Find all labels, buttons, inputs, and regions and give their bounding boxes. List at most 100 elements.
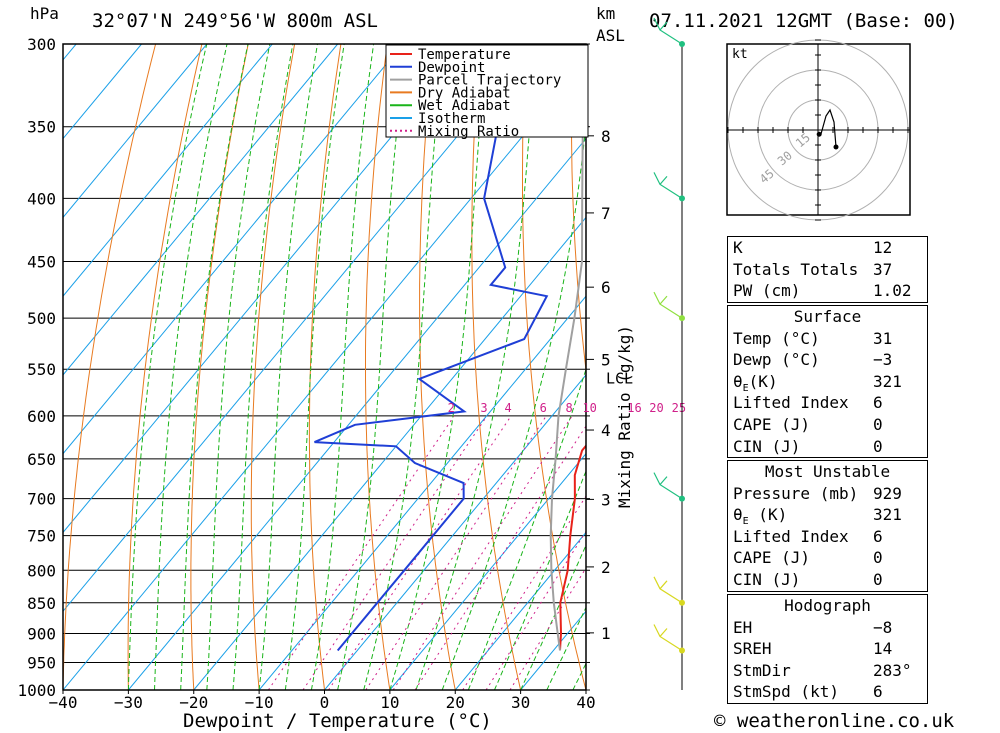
pw-value: 1.02 <box>873 281 912 301</box>
dry-adiabat-line <box>308 44 342 690</box>
wet-adiabat-line <box>363 44 445 690</box>
wind-barb <box>653 624 683 651</box>
isotherm-line <box>324 374 586 690</box>
pressure-tick-label: 850 <box>27 594 56 613</box>
k-index-label: K <box>733 238 743 257</box>
stmspd-row: StmSpd (kt) 6 <box>728 681 927 703</box>
km-tick-label: 7 <box>601 204 611 223</box>
mixing-ratio-line <box>509 567 586 690</box>
pressure-tick-label: 800 <box>27 561 56 580</box>
mixing-ratio-label: 10 <box>582 401 596 415</box>
wet-adiabat-line <box>180 44 249 690</box>
mixing-ratio-label: 2 <box>448 401 455 415</box>
pressure-tick-label: 450 <box>27 253 56 272</box>
hodograph-end-dot <box>833 144 839 150</box>
pressure-tick-label: 400 <box>27 189 56 208</box>
isotherm-line <box>454 531 586 690</box>
mu-pressure-label: Pressure (mb) <box>733 483 859 503</box>
parcel-trajectory <box>549 44 584 651</box>
mu-lifted-label: Lifted Index <box>733 526 849 546</box>
surface-cin-value: 0 <box>873 436 883 456</box>
surface-theta-label: θE(K) <box>733 371 778 394</box>
eh-row: EH −8 <box>728 617 927 639</box>
surface-theta-row: θE(K) 321 <box>728 371 927 394</box>
mu-lifted-value: 6 <box>873 526 883 546</box>
wet-adiabat-line <box>441 118 586 690</box>
km-tick-label: 6 <box>601 278 611 297</box>
pressure-tick-label: 700 <box>27 490 56 509</box>
mixing-ratio-line <box>414 425 586 690</box>
wet-adiabat-line <box>232 44 294 690</box>
legend-entry: Parcel Trajectory <box>418 73 561 89</box>
surface-theta-value: 321 <box>873 371 902 391</box>
mu-cape-label: CAPE (J) <box>733 548 811 568</box>
k-index-value: 12 <box>873 238 893 257</box>
surface-temp-row: Temp (°C) 31 <box>728 328 927 350</box>
mixing-ratio-label: 16 <box>627 401 641 415</box>
pressure-tick-label: 1000 <box>17 681 56 700</box>
wet-adiabat-line <box>546 606 586 690</box>
sreh-value: 14 <box>873 639 893 659</box>
isotherm-line <box>63 59 586 690</box>
legend-entry: Mixing Ratio <box>418 124 519 140</box>
wet-adiabat-line <box>154 44 228 690</box>
pressure-tick-label: 950 <box>27 653 56 672</box>
stmspd-value: 6 <box>873 682 883 702</box>
wind-profile <box>653 17 685 690</box>
mixing-ratio-line <box>392 415 573 690</box>
dry-adiabat-line <box>419 44 456 690</box>
wet-adiabat-line <box>206 44 271 690</box>
location-title: 32°07'N 249°56'W 800m ASL <box>92 10 378 32</box>
stmspd-label: StmSpd (kt) <box>733 682 839 702</box>
totals-row: Totals Totals 37 <box>728 259 927 281</box>
mixing-ratio-line <box>267 415 455 690</box>
legend-entry: Dewpoint <box>418 60 485 76</box>
isotherm-line <box>63 44 404 455</box>
temperature-profile <box>559 444 586 651</box>
dry-adiabat-line <box>190 44 249 690</box>
mu-theta-label: θE (K) <box>733 505 788 528</box>
mixing-ratio-line <box>462 495 586 690</box>
surface-cape-value: 0 <box>873 414 883 434</box>
mu-cape-row: CAPE (J) 0 <box>728 547 927 569</box>
mixing-ratio-label: 4 <box>504 401 511 415</box>
pressure-tick-label: 650 <box>27 450 56 469</box>
wet-adiabat-line <box>258 44 318 690</box>
km-tick-label: 1 <box>601 624 611 643</box>
km-unit-label: km <box>596 4 616 23</box>
mixing-ratio-line <box>302 415 488 690</box>
wet-adiabat-line <box>127 44 208 690</box>
km-tick-label: 4 <box>601 421 611 440</box>
surface-lifted-label: Lifted Index <box>733 393 849 413</box>
dry-adiabat-line <box>250 44 296 690</box>
pressure-unit-label: hPa <box>30 4 59 23</box>
isotherm-line <box>193 216 586 690</box>
x-axis-label: Dewpoint / Temperature (°C) <box>183 710 492 732</box>
km-tick-label: 5 <box>601 350 611 369</box>
dry-adiabat-line <box>63 44 157 690</box>
credit-link[interactable]: © weatheronline.co.uk <box>714 710 955 732</box>
lcl-label: LCL <box>606 369 633 387</box>
isotherm-line <box>63 44 273 297</box>
temperature-tick-label: −40 <box>49 693 78 712</box>
wind-barb <box>653 576 683 604</box>
surface-cin-row: CIN (J) 0 <box>728 436 927 458</box>
dry-adiabat-line <box>990 44 1000 690</box>
surface-lifted-row: Lifted Index 6 <box>728 392 927 414</box>
mu-theta-value: 321 <box>873 505 902 525</box>
wind-barb <box>653 17 683 45</box>
mixing-ratio-label: 3 <box>480 401 487 415</box>
legend-entry: Dry Adiabat <box>418 85 511 101</box>
isotherm-line <box>63 44 339 376</box>
mu-cin-row: CIN (J) 0 <box>728 569 927 591</box>
mixing-ratio-label: 25 <box>672 401 686 415</box>
hodograph-table: Hodograph EH −8 SREH 14 StmDir 283° StmS… <box>727 594 928 704</box>
dry-adiabat-line <box>471 44 522 690</box>
pressure-tick-label: 900 <box>27 624 56 643</box>
wet-adiabat-line <box>337 44 407 690</box>
wind-barb <box>653 472 683 500</box>
totals-value: 37 <box>873 259 893 279</box>
